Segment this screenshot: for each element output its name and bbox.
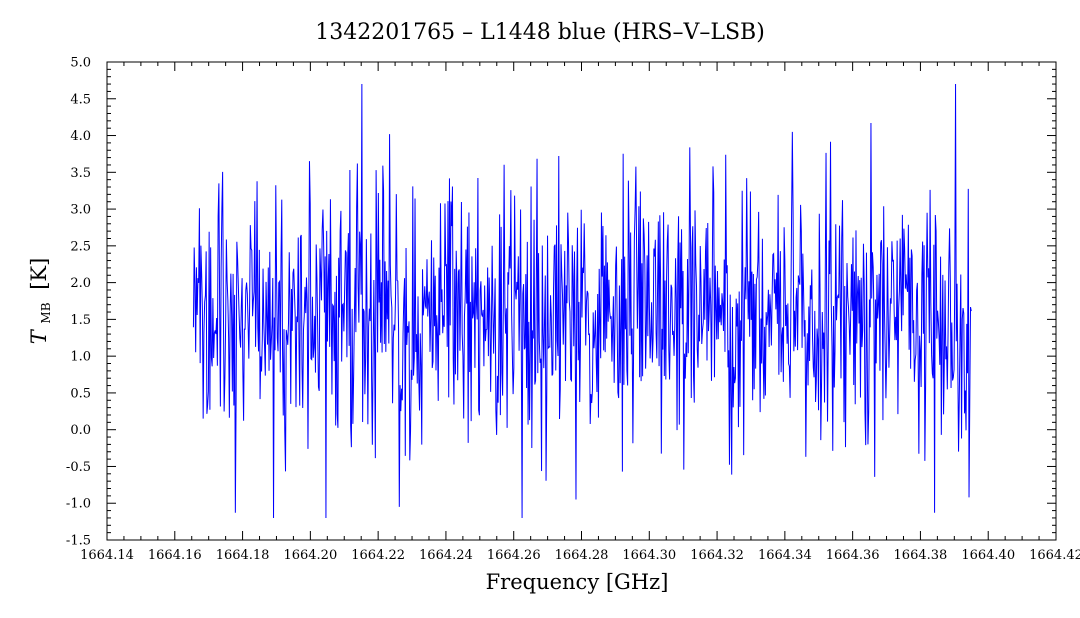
y-tick-label: 3.0	[70, 203, 91, 218]
x-tick-label: 1664.14	[80, 548, 134, 563]
y-tick-label: 0.5	[70, 386, 91, 401]
y-tick-label: 4.5	[70, 92, 91, 107]
x-tick-labels: 1664.14 1664.16 1664.18 1664.20 1664.22 1664.…	[80, 548, 1080, 563]
x-axis-title: Frequency [GHz]	[486, 570, 669, 594]
x-tick-label: 1664.30	[622, 548, 676, 563]
y-tick-label: 3.5	[70, 166, 91, 181]
y-tick-label: 1.5	[70, 313, 91, 328]
y-axis-title-group: T MB [K]	[27, 258, 55, 345]
y-axis-title-main: T	[27, 328, 51, 344]
chart-title: 1342201765 – L1448 blue (HRS–V–LSB)	[315, 20, 765, 45]
y-tick-label: -0.5	[66, 460, 91, 475]
x-tick-label: 1664.26	[487, 548, 541, 563]
y-tick-label: 2.5	[70, 239, 91, 254]
x-tick-label: 1664.32	[690, 548, 744, 563]
x-tick-label: 1664.42	[1029, 548, 1080, 563]
y-tick-label: 4.0	[70, 129, 91, 144]
x-tick-label: 1664.40	[961, 548, 1015, 563]
x-tick-label: 1664.28	[555, 548, 609, 563]
axis-ticks	[106, 61, 1057, 541]
y-tick-labels: -1.5 -1.0 -0.5 0.0 0.5 1.0 1.5 2.0 2.5 3.0 3.5 4.0 4…	[66, 56, 91, 549]
y-tick-label: 1.0	[70, 350, 91, 365]
y-axis-title-sub: MB	[39, 302, 53, 323]
x-tick-label: 1664.20	[283, 548, 337, 563]
x-tick-label: 1664.18	[216, 548, 270, 563]
y-tick-label: -1.5	[66, 534, 91, 549]
series-layer	[192, 84, 972, 518]
y-axis-title: T MB [K]	[27, 258, 55, 345]
x-tick-label: 1664.22	[351, 548, 405, 563]
x-tick-label: 1664.24	[419, 548, 473, 563]
x-tick-label: 1664.16	[148, 548, 202, 563]
y-axis-title-unit: [K]	[27, 258, 51, 290]
spectrum-line	[192, 84, 972, 518]
y-tick-label: 0.0	[70, 423, 91, 438]
x-tick-label: 1664.34	[758, 548, 812, 563]
y-tick-label: 5.0	[70, 56, 91, 71]
x-tick-label: 1664.38	[894, 548, 948, 563]
y-tick-label: 2.0	[70, 276, 91, 291]
y-tick-label: -1.0	[66, 497, 91, 512]
x-tick-label: 1664.36	[826, 548, 880, 563]
